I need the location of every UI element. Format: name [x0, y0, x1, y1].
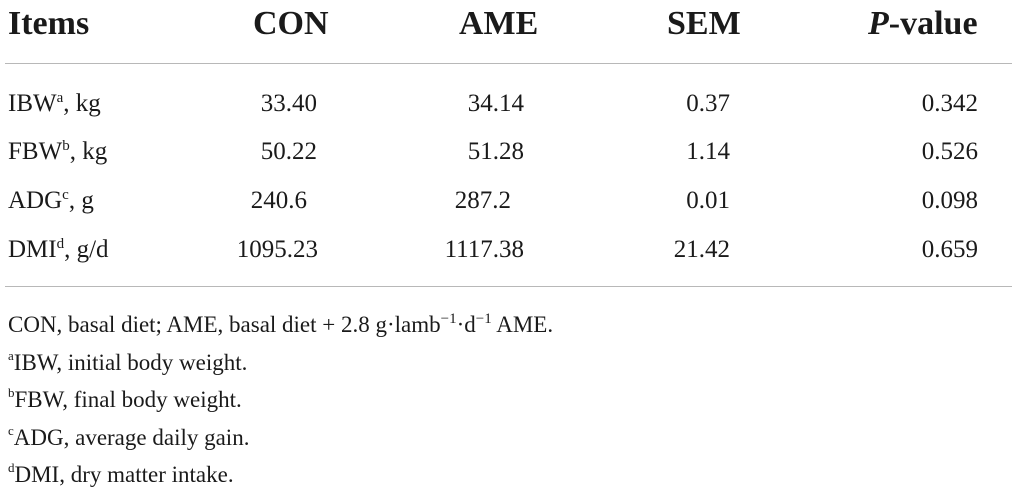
cell-ibw-p: 0.342 [921, 90, 978, 117]
header-ame: AME [459, 5, 539, 42]
cell-dmi-sem: 21.42 [673, 236, 730, 263]
cell-adg-sem: 0.01 [686, 187, 730, 214]
header-p-italic: P [868, 5, 889, 42]
cell-adg-ame: 287.2 [454, 187, 511, 214]
cell-ibw-con: 33.40 [260, 90, 317, 117]
row-label-dmi: DMId, g/d [8, 236, 109, 263]
row-label-ibw: IBWa, kg [8, 90, 101, 117]
footnote-a: aIBW, initial body weight. [8, 348, 248, 375]
cell-ibw-sem: 0.37 [686, 90, 730, 117]
cell-adg-con: 240.6 [250, 187, 307, 214]
cell-fbw-ame: 51.28 [467, 138, 524, 165]
footer-rule [5, 286, 1012, 287]
cell-dmi-con: 1095.23 [236, 236, 318, 263]
row-label-adg: ADGc, g [8, 187, 94, 214]
footnote-d: dDMI, dry matter intake. [8, 460, 234, 487]
row-label-fbw: FBWb, kg [8, 138, 108, 165]
header-p-value: P-value [868, 0, 978, 48]
cell-dmi-ame: 1117.38 [444, 236, 524, 263]
cell-fbw-con: 50.22 [260, 138, 317, 165]
footnote-abbreviations: CON, basal diet; AME, basal diet + 2.8 g… [8, 311, 554, 338]
cell-adg-p: 0.098 [921, 187, 978, 214]
header-items: Items [8, 5, 90, 42]
footnote-b: bFBW, final body weight. [8, 385, 242, 412]
header-rule [5, 63, 1012, 64]
header-p-rest: -value [888, 5, 978, 42]
cell-fbw-p: 0.526 [921, 138, 978, 165]
header-sem: SEM [667, 5, 741, 42]
cell-ibw-ame: 34.14 [467, 90, 524, 117]
cell-dmi-p: 0.659 [921, 236, 978, 263]
header-con: CON [253, 5, 329, 42]
footnote-c: cADG, average daily gain. [8, 423, 250, 450]
cell-fbw-sem: 1.14 [686, 138, 730, 165]
